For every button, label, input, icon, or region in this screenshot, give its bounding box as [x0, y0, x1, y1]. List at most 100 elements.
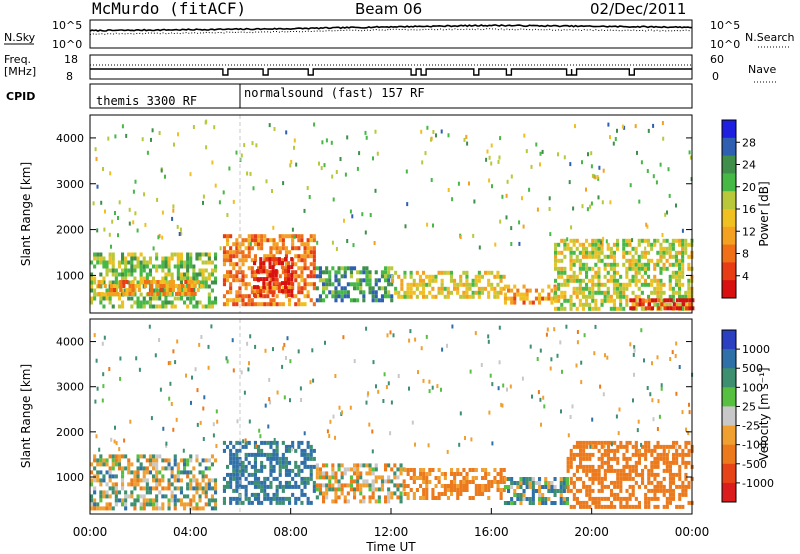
heatmap-cell [422, 468, 426, 472]
heatmap-cell [281, 460, 285, 465]
heatmap-cell [325, 294, 329, 299]
heatmap-cell [257, 452, 261, 457]
heatmap-cell [675, 298, 679, 303]
heatmap-cell [291, 476, 295, 481]
heatmap-cell [594, 250, 598, 255]
heatmap-cell [588, 294, 592, 299]
heatmap-cell [652, 123, 655, 128]
heatmap-cell [484, 468, 488, 472]
heatmap-cell [588, 302, 592, 307]
heatmap-cell [287, 281, 291, 286]
heatmap-cell [277, 261, 281, 266]
heatmap-cell [585, 302, 589, 307]
heatmap-cell [180, 231, 183, 236]
heatmap-cell [668, 488, 672, 493]
heatmap-cell [656, 286, 660, 291]
heatmap-cell [164, 458, 168, 463]
heatmap-cell [320, 166, 323, 171]
heatmap-cell [161, 300, 165, 305]
heatmap-cell [291, 270, 295, 275]
time-tick-label: 20:00 [574, 525, 609, 539]
heatmap-cell [232, 476, 236, 481]
heatmap-cell [578, 258, 582, 263]
heatmap-cell [328, 434, 331, 438]
heatmap-cell [441, 347, 444, 352]
heatmap-cell [186, 296, 190, 301]
heatmap-cell [287, 261, 291, 266]
heatmap-cell [176, 462, 180, 467]
heatmap-cell [277, 257, 281, 262]
heatmap-cell [235, 480, 239, 485]
heatmap-cell [652, 174, 655, 179]
heatmap-cell [487, 496, 491, 500]
heatmap-cell [440, 282, 444, 287]
heatmap-cell [681, 282, 685, 287]
heatmap-cell [585, 504, 589, 509]
heatmap-cell [528, 501, 532, 505]
heatmap-cell [201, 272, 205, 277]
heatmap-cell [257, 266, 261, 271]
heatmap-cell [257, 484, 261, 489]
heatmap-cell [159, 284, 163, 288]
heatmap-cell [681, 266, 685, 271]
heatmap-cell [109, 284, 113, 288]
heatmap-cell [628, 472, 632, 477]
heatmap-cell [672, 496, 676, 501]
heatmap-cell [538, 477, 542, 481]
heatmap-cell [226, 250, 230, 255]
heatmap-cell [173, 458, 177, 463]
heatmap-cell [628, 242, 632, 247]
heatmap-cell [507, 485, 511, 489]
heatmap-cell [637, 500, 641, 505]
heatmap-cell [306, 440, 310, 445]
heatmap-cell [114, 458, 118, 463]
heatmap-cell [387, 270, 391, 275]
heatmap-cell [625, 440, 629, 445]
heatmap-cell [474, 290, 478, 295]
heatmap-cell [459, 484, 463, 488]
heatmap-cell [272, 225, 275, 230]
heatmap-cell [287, 277, 291, 282]
heatmap-cell [502, 468, 506, 472]
cpid-panel-frame [89, 83, 693, 109]
heatmap-cell [477, 492, 481, 496]
heatmap-cell [650, 472, 654, 477]
heatmap-cell [105, 288, 109, 293]
heatmap-cell [235, 472, 239, 477]
heatmap-cell [325, 138, 328, 143]
heatmap-cell [594, 496, 598, 501]
heatmap-cell [178, 292, 182, 296]
heatmap-cell [688, 298, 692, 303]
heatmap-cell [554, 286, 558, 291]
heatmap-cell [128, 288, 132, 292]
heatmap-cell [541, 501, 545, 505]
heatmap-cell [90, 470, 94, 475]
heatmap-cell [353, 467, 357, 472]
heatmap-cell [257, 448, 261, 453]
heatmap-cell [678, 472, 682, 477]
heatmap-cell [374, 282, 378, 287]
heatmap-cell [322, 471, 326, 476]
colorbar-swatch [722, 280, 736, 299]
heatmap-cell [644, 456, 648, 461]
heatmap-cell [625, 294, 629, 299]
heatmap-cell [559, 485, 563, 489]
heatmap-cell [263, 440, 267, 445]
heatmap-cell [148, 300, 152, 305]
heatmap-cell [268, 123, 271, 128]
heatmap-cell [356, 166, 359, 171]
heatmap-cell [600, 290, 604, 295]
heatmap-cell [114, 490, 118, 495]
heatmap-cell [359, 278, 363, 283]
heatmap-cell [640, 250, 644, 255]
heatmap-cell [275, 444, 279, 449]
heatmap-cell [389, 330, 392, 335]
heatmap-cell [280, 289, 284, 294]
heatmap-cell [297, 246, 301, 251]
heatmap-cell [465, 282, 469, 287]
heatmap-cell [380, 479, 384, 484]
heatmap-cell [246, 171, 249, 176]
heatmap-cell [247, 282, 251, 287]
heatmap-cell [309, 468, 313, 473]
heatmap-cell [99, 284, 103, 289]
